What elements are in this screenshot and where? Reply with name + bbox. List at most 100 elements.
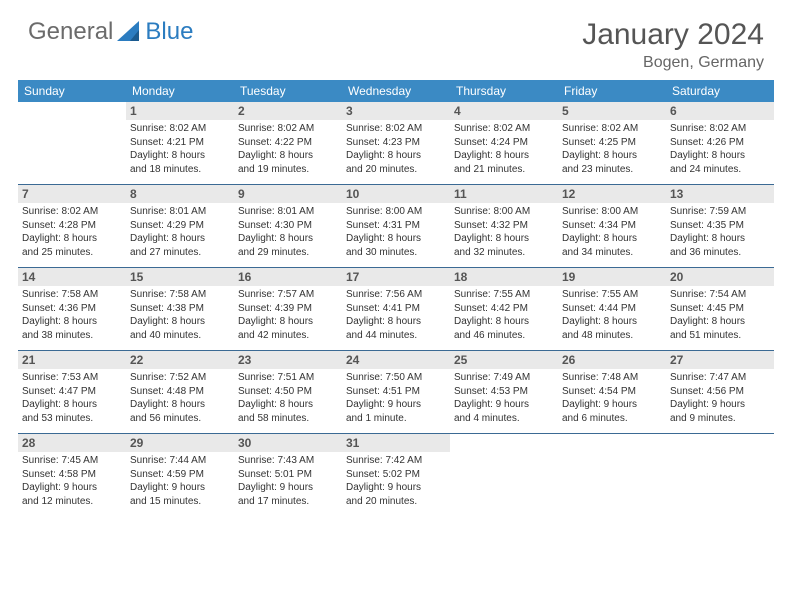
day-info-line: Daylight: 8 hours [130, 315, 230, 329]
day-info-line: Daylight: 8 hours [670, 232, 770, 246]
weekday-label: Friday [558, 80, 666, 102]
day-number: 25 [450, 351, 558, 369]
day-info-line: Sunrise: 7:50 AM [346, 371, 446, 385]
day-number: 26 [558, 351, 666, 369]
weekday-label: Thursday [450, 80, 558, 102]
day-cell: 18Sunrise: 7:55 AMSunset: 4:42 PMDayligh… [450, 268, 558, 350]
day-info-line: Sunset: 4:58 PM [22, 468, 122, 482]
day-info-line: Daylight: 8 hours [238, 315, 338, 329]
day-info-line: Sunrise: 7:47 AM [670, 371, 770, 385]
day-info-line: Daylight: 8 hours [454, 149, 554, 163]
day-info-line: and 48 minutes. [562, 329, 662, 343]
day-number: 3 [342, 102, 450, 120]
day-info-line: Daylight: 8 hours [346, 149, 446, 163]
day-cell: 5Sunrise: 8:02 AMSunset: 4:25 PMDaylight… [558, 102, 666, 184]
day-info-line: Sunrise: 8:02 AM [562, 122, 662, 136]
day-info-line: Daylight: 9 hours [22, 481, 122, 495]
day-info-line: Sunset: 4:56 PM [670, 385, 770, 399]
day-info-line: Sunset: 4:41 PM [346, 302, 446, 316]
day-cell: 28Sunrise: 7:45 AMSunset: 4:58 PMDayligh… [18, 434, 126, 516]
day-info-line: Daylight: 9 hours [346, 398, 446, 412]
day-cell: 23 Sunrise: 7:51 AMSunset: 4:50 PMDayligh… [234, 351, 342, 433]
day-info-line: and 38 minutes. [22, 329, 122, 343]
day-number: 19 [558, 268, 666, 286]
day-info-line: and 40 minutes. [130, 329, 230, 343]
day-info-line: Sunset: 4:31 PM [346, 219, 446, 233]
day-info-line: and 9 minutes. [670, 412, 770, 426]
day-info-line: Sunrise: 8:00 AM [454, 205, 554, 219]
day-info-line: Sunrise: 8:01 AM [238, 205, 338, 219]
day-info-line: Daylight: 8 hours [130, 398, 230, 412]
day-number: 27 [666, 351, 774, 369]
day-info-line: Daylight: 9 hours [670, 398, 770, 412]
day-info-line: Sunset: 4:28 PM [22, 219, 122, 233]
day-info-line: Sunset: 4:25 PM [562, 136, 662, 150]
day-info-line: and 58 minutes. [238, 412, 338, 426]
day-number: 31 [342, 434, 450, 452]
location-label: Bogen, Germany [582, 54, 764, 72]
day-number: 4 [450, 102, 558, 120]
day-number: 23 [234, 351, 342, 369]
day-number: 17 [342, 268, 450, 286]
day-info-line: Sunset: 4:50 PM [238, 385, 338, 399]
day-info-line: Daylight: 8 hours [238, 398, 338, 412]
day-info-line: Sunset: 4:53 PM [454, 385, 554, 399]
day-info-line: Sunset: 4:54 PM [562, 385, 662, 399]
day-cell: 9Sunrise: 8:01 AMSunset: 4:30 PMDaylight… [234, 185, 342, 267]
day-info-line: Daylight: 8 hours [238, 232, 338, 246]
day-info-line: and 19 minutes. [238, 163, 338, 177]
day-number: 12 [558, 185, 666, 203]
day-info-line: Sunset: 4:59 PM [130, 468, 230, 482]
day-number: 14 [18, 268, 126, 286]
day-info-line: Daylight: 9 hours [130, 481, 230, 495]
week-row: 7Sunrise: 8:02 AMSunset: 4:28 PMDaylight… [18, 185, 774, 268]
day-number: 22 [126, 351, 234, 369]
day-info-line: Sunset: 4:39 PM [238, 302, 338, 316]
day-info-line: Sunset: 4:29 PM [130, 219, 230, 233]
day-info-line: Sunrise: 8:02 AM [346, 122, 446, 136]
day-info-line: Sunrise: 7:54 AM [670, 288, 770, 302]
day-cell: 20Sunrise: 7:54 AMSunset: 4:45 PMDayligh… [666, 268, 774, 350]
page-header: General Blue January 2024 Bogen, Germany [0, 0, 792, 80]
day-info-line: and 56 minutes. [130, 412, 230, 426]
day-info-line: Daylight: 9 hours [238, 481, 338, 495]
day-info-line: Sunset: 4:22 PM [238, 136, 338, 150]
day-info-line: Daylight: 8 hours [238, 149, 338, 163]
calendar: SundayMondayTuesdayWednesdayThursdayFrid… [0, 80, 792, 516]
day-cell: 2Sunrise: 8:02 AMSunset: 4:22 PMDaylight… [234, 102, 342, 184]
day-cell: 17Sunrise: 7:56 AMSunset: 4:41 PMDayligh… [342, 268, 450, 350]
day-cell: 22Sunrise: 7:52 AMSunset: 4:48 PMDayligh… [126, 351, 234, 433]
day-cell: 1Sunrise: 8:02 AMSunset: 4:21 PMDaylight… [126, 102, 234, 184]
day-cell: 24Sunrise: 7:50 AMSunset: 4:51 PMDayligh… [342, 351, 450, 433]
day-info-line: Sunset: 4:44 PM [562, 302, 662, 316]
weekday-label: Monday [126, 80, 234, 102]
calendar-body: 1Sunrise: 8:02 AMSunset: 4:21 PMDaylight… [18, 102, 774, 516]
day-cell [450, 434, 558, 516]
day-info-line: Sunrise: 7:52 AM [130, 371, 230, 385]
day-cell: 26Sunrise: 7:48 AMSunset: 4:54 PMDayligh… [558, 351, 666, 433]
day-cell: 14Sunrise: 7:58 AMSunset: 4:36 PMDayligh… [18, 268, 126, 350]
day-info-line: and 32 minutes. [454, 246, 554, 260]
day-cell: 8Sunrise: 8:01 AMSunset: 4:29 PMDaylight… [126, 185, 234, 267]
day-info-line: and 23 minutes. [562, 163, 662, 177]
day-info-line: Sunset: 5:02 PM [346, 468, 446, 482]
day-info-line: Sunrise: 7:58 AM [130, 288, 230, 302]
day-info-line: and 27 minutes. [130, 246, 230, 260]
day-info-line: Daylight: 8 hours [22, 398, 122, 412]
day-info-line: Sunrise: 7:51 AM [238, 371, 338, 385]
day-info-line: Sunrise: 7:53 AM [22, 371, 122, 385]
day-info-line: Sunrise: 7:55 AM [562, 288, 662, 302]
day-info-line: Daylight: 8 hours [562, 149, 662, 163]
day-info-line: and 44 minutes. [346, 329, 446, 343]
day-number [666, 434, 774, 452]
day-info-line: Sunrise: 7:55 AM [454, 288, 554, 302]
day-info-line: and 51 minutes. [670, 329, 770, 343]
day-info-line: Daylight: 8 hours [670, 149, 770, 163]
day-info-line: and 12 minutes. [22, 495, 122, 509]
day-info-line: Daylight: 8 hours [562, 315, 662, 329]
day-info-line: and 46 minutes. [454, 329, 554, 343]
day-info-line: and 53 minutes. [22, 412, 122, 426]
day-info-line: Daylight: 8 hours [22, 315, 122, 329]
day-cell: 25Sunrise: 7:49 AMSunset: 4:53 PMDayligh… [450, 351, 558, 433]
day-number [450, 434, 558, 452]
